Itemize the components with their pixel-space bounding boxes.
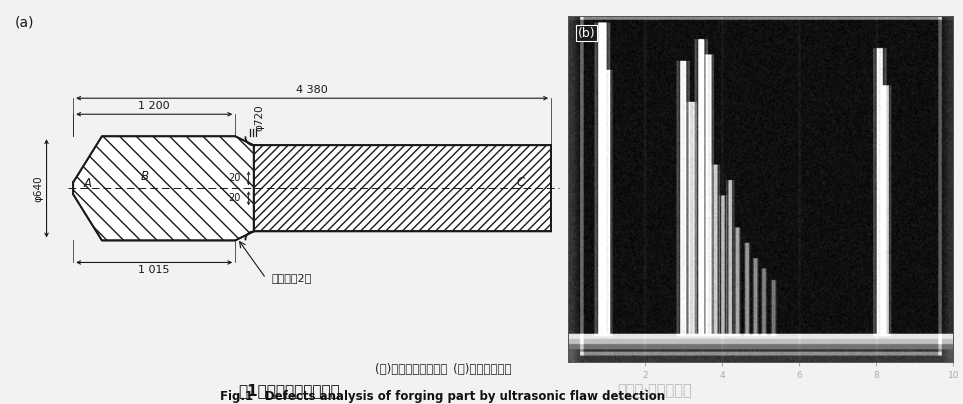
Text: 1 015: 1 015 — [139, 265, 169, 276]
Text: φ640: φ640 — [34, 175, 43, 202]
Text: 20: 20 — [228, 173, 241, 183]
Text: 4 380: 4 380 — [297, 85, 328, 95]
Text: C: C — [516, 176, 525, 189]
Text: Fig.1 Defects analysis of forging part by ultrasonic flaw detection: Fig.1 Defects analysis of forging part b… — [221, 390, 665, 403]
Text: φ720: φ720 — [254, 105, 265, 131]
Text: A: A — [84, 177, 91, 190]
Text: 1 200: 1 200 — [139, 101, 170, 111]
Text: 图1　锻件缺陷探伤分析: 图1 锻件缺陷探伤分析 — [238, 383, 340, 398]
Text: 低倍试牴2片: 低倍试牴2片 — [272, 274, 311, 284]
Text: (a): (a) — [14, 15, 35, 29]
Text: φ740: φ740 — [579, 175, 588, 202]
Text: 20: 20 — [228, 194, 241, 203]
Polygon shape — [73, 136, 253, 240]
Text: (ａ)探伤缺陷分布图； (ｂ)探伤波形图。: (ａ)探伤缺陷分布图； (ｂ)探伤波形图。 — [375, 363, 511, 376]
Text: 公众号·热加工论坛: 公众号·热加工论坛 — [617, 383, 692, 398]
Text: B: B — [141, 170, 149, 183]
Polygon shape — [253, 145, 551, 231]
Text: (b): (b) — [578, 27, 595, 40]
